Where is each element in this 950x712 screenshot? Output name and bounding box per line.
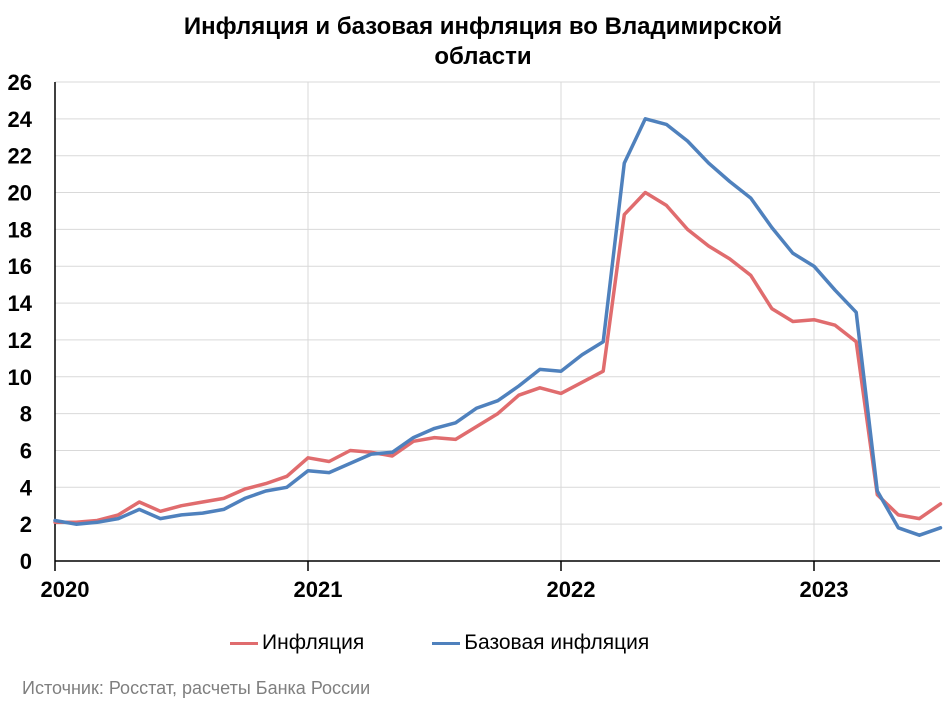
legend-swatch-inflation (230, 641, 258, 645)
y-tick-label: 20 (8, 181, 32, 206)
grid-lines (55, 81, 940, 561)
legend: Инфляция Базовая инфляция (230, 628, 717, 658)
series-line-core-inflation (53, 117, 943, 537)
y-tick-label: 26 (8, 70, 32, 95)
y-tick-label: 6 (20, 438, 32, 463)
x-tick-label: 2023 (800, 577, 849, 602)
chart-title: Инфляция и базовая инфляция во Владимирс… (0, 12, 950, 72)
legend-label-inflation: Инфляция (262, 631, 365, 654)
y-tick-label: 24 (8, 107, 33, 132)
axes (54, 82, 940, 571)
y-tick-label: 12 (8, 328, 32, 353)
y-tick-label: 8 (20, 402, 32, 427)
y-tick-label: 22 (8, 144, 32, 169)
legend-item-core-inflation: Базовая инфляция (432, 631, 649, 655)
y-tick-label: 14 (8, 291, 33, 316)
y-tick-label: 4 (20, 475, 33, 500)
chart-title-line2: области (434, 43, 532, 70)
chart-title-line1: Инфляция и базовая инфляция во Владимирс… (183, 13, 783, 40)
x-tick-label: 2022 (547, 577, 596, 602)
x-tick-label: 2021 (294, 577, 343, 602)
series-line-inflation (53, 190, 943, 525)
legend-label-core-inflation: Базовая инфляция (464, 631, 650, 654)
y-tick-label: 0 (20, 549, 32, 574)
source-note: Источник: Росстат, расчеты Банка России (22, 678, 371, 698)
y-tick-label: 16 (8, 254, 32, 279)
y-tick-label: 2 (20, 512, 32, 537)
y-tick-label: 10 (8, 365, 32, 390)
legend-item-inflation: Инфляция (230, 631, 364, 655)
x-tick-label: 2020 (41, 577, 90, 602)
series-lines (53, 117, 943, 537)
legend-swatch-core-inflation (432, 641, 461, 645)
y-tick-label: 18 (8, 217, 32, 242)
